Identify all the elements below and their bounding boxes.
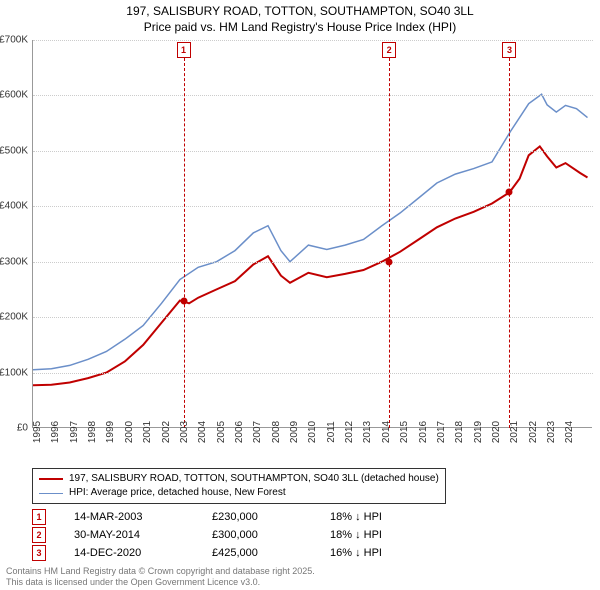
x-axis-label: 2016: [418, 421, 429, 443]
event-row-marker: 2: [32, 527, 46, 543]
x-axis-label: 2004: [197, 421, 208, 443]
x-axis-label: 1999: [105, 421, 116, 443]
y-axis-label: £0: [17, 423, 28, 434]
y-axis-label: £500K: [0, 145, 28, 156]
event-vline: [509, 58, 510, 428]
x-axis-label: 2009: [289, 421, 300, 443]
x-axis-label: 2018: [454, 421, 465, 443]
x-axis-label: 2017: [436, 421, 447, 443]
event-dot: [180, 297, 187, 304]
x-axis-label: 1996: [50, 421, 61, 443]
event-delta: 16% ↓ HPI: [330, 547, 430, 559]
x-axis-label: 2006: [234, 421, 245, 443]
legend-swatch: [39, 478, 63, 480]
y-axis-label: £700K: [0, 35, 28, 46]
event-row: 2 30-MAY-2014 £300,000 18% ↓ HPI: [32, 526, 430, 544]
grid-line: [33, 40, 593, 41]
x-axis-label: 2019: [473, 421, 484, 443]
y-axis-label: £100K: [0, 367, 28, 378]
series-line-price_paid: [33, 146, 588, 385]
x-axis-label: 2023: [546, 421, 557, 443]
x-axis-label: 2012: [344, 421, 355, 443]
plot-area: 1 2 3: [32, 40, 592, 428]
event-date: 14-MAR-2003: [74, 511, 184, 523]
legend-item-price-paid: 197, SALISBURY ROAD, TOTTON, SOUTHAMPTON…: [39, 472, 439, 486]
x-axis-label: 2003: [179, 421, 190, 443]
y-axis-label: £300K: [0, 256, 28, 267]
legend-label: HPI: Average price, detached house, New …: [69, 486, 286, 500]
chart-container: 197, SALISBURY ROAD, TOTTON, SOUTHAMPTON…: [0, 0, 600, 590]
x-axis-label: 2011: [326, 421, 337, 443]
x-axis-label: 2001: [142, 421, 153, 443]
x-axis-label: 2022: [528, 421, 539, 443]
event-row: 1 14-MAR-2003 £230,000 18% ↓ HPI: [32, 508, 430, 526]
event-row-marker: 3: [32, 545, 46, 561]
legend: 197, SALISBURY ROAD, TOTTON, SOUTHAMPTON…: [32, 468, 446, 504]
x-axis-label: 2005: [216, 421, 227, 443]
x-axis-label: 2020: [491, 421, 502, 443]
x-axis-label: 2015: [399, 421, 410, 443]
event-date: 14-DEC-2020: [74, 547, 184, 559]
x-axis-label: 2010: [307, 421, 318, 443]
y-axis-label: £200K: [0, 312, 28, 323]
event-marker-box: 3: [502, 42, 516, 58]
footer-line1: Contains HM Land Registry data © Crown c…: [6, 566, 315, 577]
x-axis-label: 1995: [32, 421, 43, 443]
event-dot: [506, 189, 513, 196]
footer-line2: This data is licensed under the Open Gov…: [6, 577, 315, 588]
x-axis-label: 2024: [564, 421, 575, 443]
event-date: 30-MAY-2014: [74, 529, 184, 541]
event-delta: 18% ↓ HPI: [330, 529, 430, 541]
event-marker-box: 2: [382, 42, 396, 58]
event-price: £425,000: [212, 547, 302, 559]
x-axis-label: 2013: [362, 421, 373, 443]
x-axis-label: 2021: [509, 421, 520, 443]
legend-swatch: [39, 493, 63, 494]
x-axis-label: 2008: [271, 421, 282, 443]
x-axis-label: 2014: [381, 421, 392, 443]
chart-title: 197, SALISBURY ROAD, TOTTON, SOUTHAMPTON…: [0, 0, 600, 35]
x-axis-label: 1997: [69, 421, 80, 443]
event-vline: [184, 58, 185, 428]
event-dot: [386, 258, 393, 265]
series-line-hpi: [33, 94, 588, 370]
events-table: 1 14-MAR-2003 £230,000 18% ↓ HPI 2 30-MAY-201…: [32, 508, 430, 562]
x-axis-label: 2002: [161, 421, 172, 443]
event-row-marker: 1: [32, 509, 46, 525]
legend-label: 197, SALISBURY ROAD, TOTTON, SOUTHAMPTON…: [69, 472, 439, 486]
x-axis-label: 2000: [124, 421, 135, 443]
x-axis-label: 1998: [87, 421, 98, 443]
y-axis-label: £600K: [0, 90, 28, 101]
event-price: £300,000: [212, 529, 302, 541]
title-line2: Price paid vs. HM Land Registry's House …: [0, 20, 600, 36]
legend-item-hpi: HPI: Average price, detached house, New …: [39, 486, 439, 500]
event-marker-box: 1: [177, 42, 191, 58]
x-axis-label: 2007: [252, 421, 263, 443]
event-row: 3 14-DEC-2020 £425,000 16% ↓ HPI: [32, 544, 430, 562]
event-vline: [389, 58, 390, 428]
y-axis-label: £400K: [0, 201, 28, 212]
event-delta: 18% ↓ HPI: [330, 511, 430, 523]
title-line1: 197, SALISBURY ROAD, TOTTON, SOUTHAMPTON…: [0, 4, 600, 20]
event-price: £230,000: [212, 511, 302, 523]
footer-attribution: Contains HM Land Registry data © Crown c…: [6, 566, 315, 588]
